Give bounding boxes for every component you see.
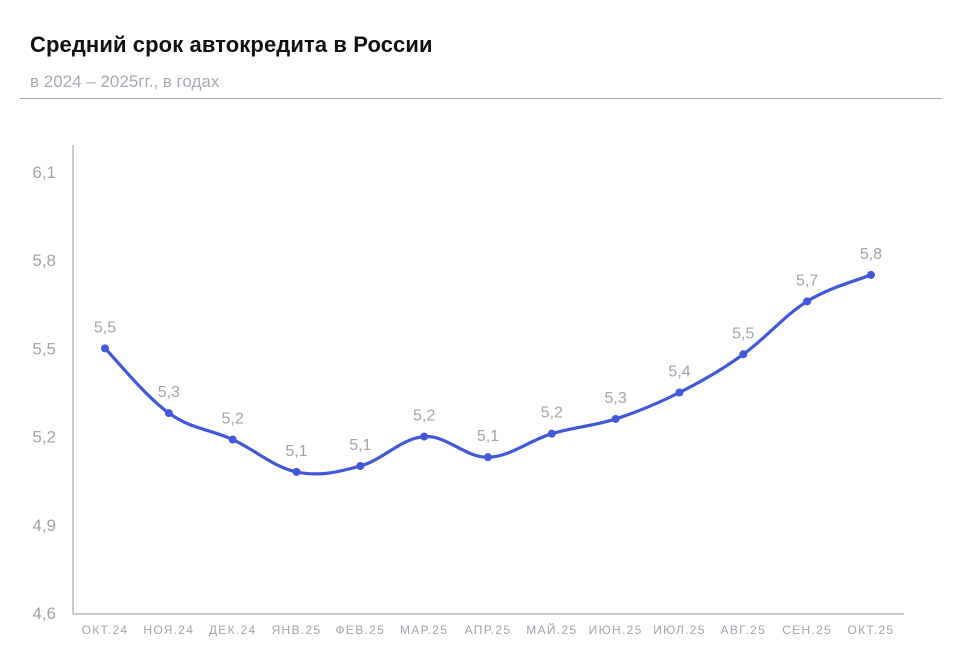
x-tick-label: ФЕВ.25 [336,623,386,637]
data-label: 5,2 [222,411,244,428]
x-tick-label: НОЯ.24 [143,623,194,637]
x-tick-label: СЕН.25 [782,623,832,637]
x-tick-label: АПР.25 [465,623,512,637]
data-point [739,350,748,359]
y-tick-label: 5,5 [32,339,56,358]
data-point [228,435,237,444]
x-tick-label: ИЮН.25 [589,623,643,637]
data-label: 5,5 [94,319,116,336]
y-tick-label: 6,1 [32,163,56,182]
data-point [356,462,365,470]
x-tick-label: ОКТ.24 [82,623,129,637]
data-label: 5,3 [605,390,627,407]
data-point [611,414,620,423]
y-tick-label: 5,2 [32,428,56,447]
x-tick-label: МАЙ.25 [526,622,577,637]
header-divider [20,98,942,99]
data-labels: 5,5 5,3 5,2 5,1 5,1 5,2 5,1 5,2 5,3 5,4 5,5 5,7 5,8 [94,246,882,460]
x-tick-label: ОКТ.25 [848,623,895,637]
y-tick-label: 4,6 [32,604,56,623]
data-point [292,467,301,476]
data-label: 5,8 [860,246,882,263]
data-point [420,432,429,441]
chart-title: Средний срок автокредита в России [30,32,433,57]
data-label: 5,7 [796,272,818,289]
data-label: 5,2 [541,405,563,422]
data-point [101,344,109,353]
x-tick-labels: ОКТ.24 НОЯ.24 ДЕК.24 ЯНВ.25 ФЕВ.25 МАР.25 АПР.… [82,622,895,637]
x-tick-label: ДЕК.24 [209,623,257,637]
data-point [547,429,556,438]
data-label: 5,5 [732,325,754,342]
data-point [483,453,492,462]
data-label: 5,2 [413,408,435,425]
data-point [164,409,173,418]
chart-subtitle: в 2024 – 2025гг., в годах [30,72,220,91]
data-label: 5,1 [349,437,371,454]
x-tick-label: АВГ.25 [721,623,767,637]
data-point [675,388,684,397]
x-tick-label: ЯНВ.25 [272,623,322,637]
x-tick-label: МАР.25 [400,623,448,637]
data-label: 5,1 [477,428,499,445]
data-point [866,270,875,279]
y-tick-label: 5,8 [32,251,56,270]
data-point [803,297,812,306]
data-point-markers [101,270,875,476]
y-tick-label: 4,9 [32,516,56,535]
data-label: 5,4 [668,364,690,381]
data-label: 5,1 [285,443,307,460]
y-tick-labels: 4,6 4,9 5,2 5,5 5,8 6,1 [32,163,56,623]
data-label: 5,3 [158,384,180,401]
x-tick-label: ИЮЛ.25 [653,623,706,637]
